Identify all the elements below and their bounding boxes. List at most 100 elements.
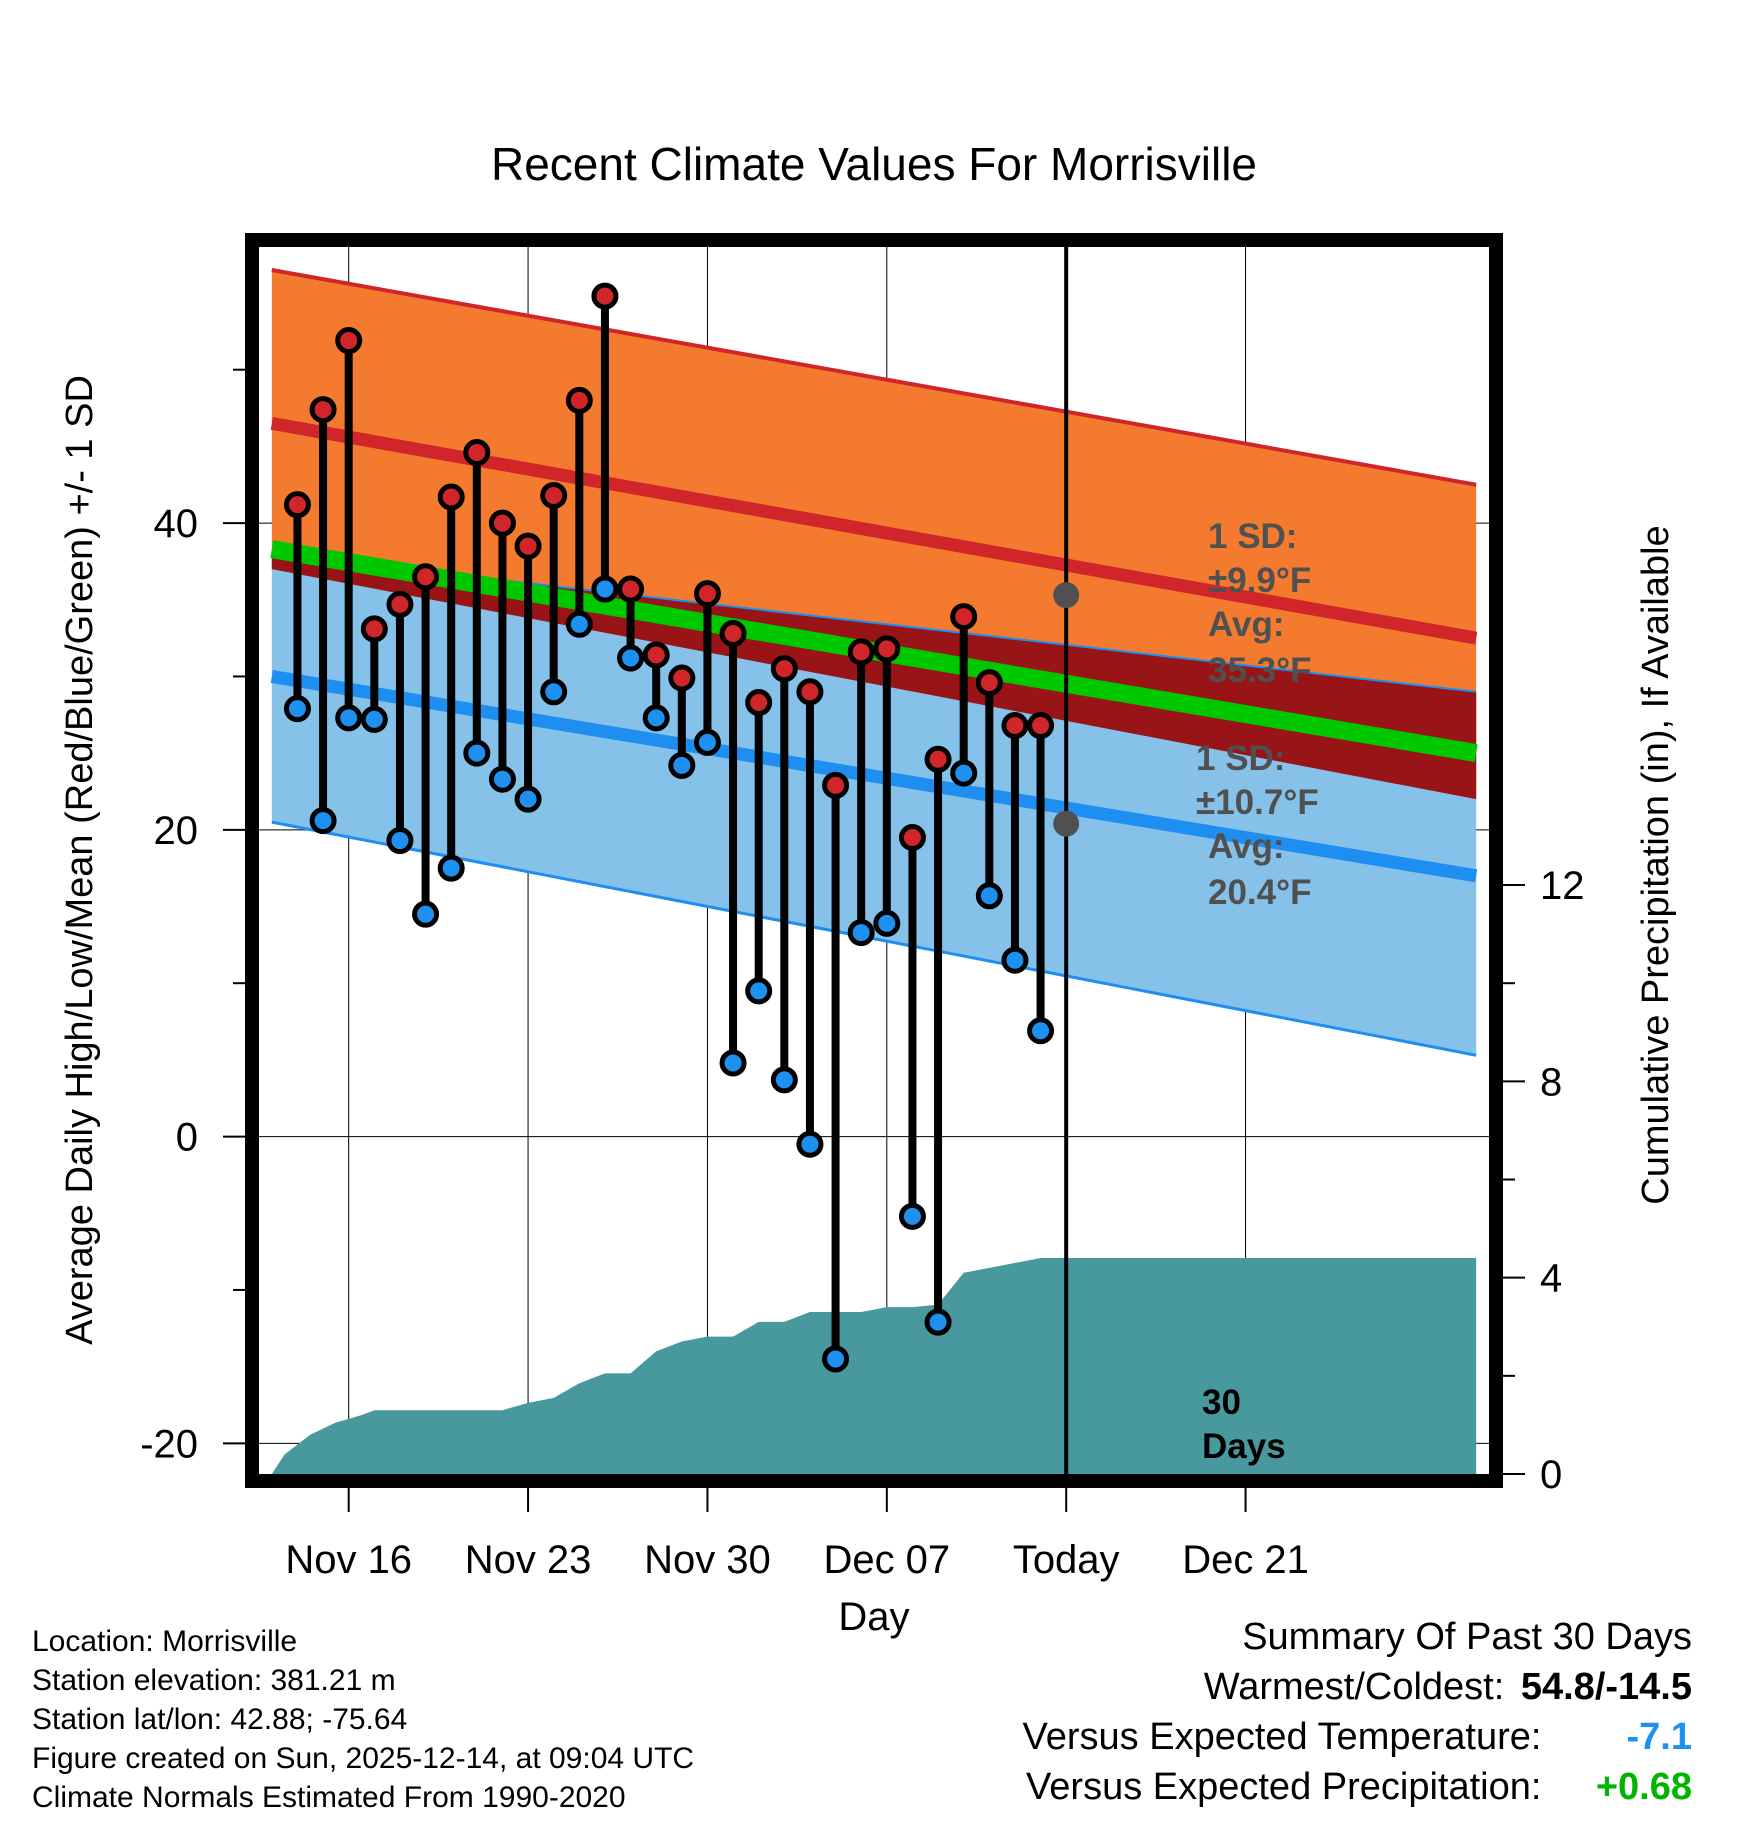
days-word: Days <box>1202 1427 1286 1466</box>
normals-text: Climate Normals Estimated From 1990-2020 <box>32 1781 626 1814</box>
low-dot <box>642 704 670 732</box>
x-tick-label: Nov 23 <box>465 1538 592 1582</box>
y-tick-label: 40 <box>154 502 199 546</box>
high-dot <box>309 396 337 424</box>
low-dot <box>437 854 465 882</box>
elevation-text: Station elevation: 381.21 m <box>32 1664 396 1697</box>
low-dot <box>488 765 516 793</box>
low-dot <box>591 575 619 603</box>
y2-tick-labels: 0 4 8 12 <box>1540 864 1585 1497</box>
high-dot <box>540 481 568 509</box>
high-avg-point <box>1053 582 1080 609</box>
low-dot <box>412 900 440 928</box>
y2-axis-label: Cumulative Precipitation (in), If Availa… <box>1635 525 1677 1204</box>
low-dot <box>693 728 721 756</box>
chart-title: Recent Climate Values For Morrisville <box>491 138 1257 190</box>
x-tick-label: Dec 21 <box>1182 1538 1309 1582</box>
low-dot <box>386 827 414 855</box>
low-avg-value: 20.4°F <box>1208 873 1312 912</box>
low-dot <box>719 1049 747 1077</box>
high-dot <box>796 678 824 706</box>
x-tick-labels: Nov 16 Nov 23 Nov 30 Dec 07 Today Dec 21 <box>285 1538 1309 1582</box>
high-dot <box>591 282 619 310</box>
high-dot <box>412 563 440 591</box>
low-mean-line <box>270 670 1478 883</box>
warm-cold-row: Warmest/Coldest: 54.8/-14.5 <box>1023 1662 1692 1712</box>
latlon-text: Station lat/lon: 42.88; -75.64 <box>32 1703 408 1736</box>
low-dot <box>283 695 311 723</box>
precipitation-area <box>271 1258 1477 1474</box>
precip-label: Versus Expected Precipitation: <box>1026 1766 1542 1808</box>
low-lower-line <box>271 820 1477 1057</box>
x-tick-label: Nov 30 <box>644 1538 771 1582</box>
low-dot <box>617 644 645 672</box>
low-dot <box>950 759 978 787</box>
today-annotations: 1 SD: ±9.9°F Avg: 35.3°F 1 SD: ±10.7°F A… <box>1196 517 1319 1466</box>
y-axis-label: Average Daily High/Low/Mean (Red/Blue/Gr… <box>59 375 101 1345</box>
y2-tick-label: 0 <box>1540 1453 1562 1497</box>
high-dot <box>1027 712 1055 740</box>
y-tick-label: 20 <box>154 809 199 853</box>
low-dot <box>360 705 388 733</box>
daily-dots <box>283 282 1055 1373</box>
high-dot <box>873 635 901 663</box>
low-dot <box>1001 946 1029 974</box>
high-dot <box>898 823 926 851</box>
x-tick-label: Today <box>1013 1538 1120 1582</box>
high-sd-value: ±9.9°F <box>1208 561 1311 600</box>
high-sd-label: 1 SD: <box>1208 517 1297 556</box>
low-dot <box>745 977 773 1005</box>
y2-tick-label: 4 <box>1540 1257 1562 1301</box>
summary-title: Summary Of Past 30 Days <box>1242 1616 1692 1658</box>
location-text: Location: Morrisville <box>32 1625 298 1658</box>
high-dot <box>950 603 978 631</box>
y-tick-label: -20 <box>140 1422 198 1466</box>
low-avg-label: Avg: <box>1208 827 1284 866</box>
x-tick-label: Dec 07 <box>823 1538 950 1582</box>
low-dot <box>822 1345 850 1373</box>
temp-row: Versus Expected Temperature: -7.1 <box>1023 1712 1692 1762</box>
high-dot <box>463 439 491 467</box>
high-dot <box>617 575 645 603</box>
high-dot <box>642 641 670 669</box>
low-dot <box>463 739 491 767</box>
low-dot <box>770 1066 798 1094</box>
axis-ticks <box>223 368 1525 1512</box>
low-dot <box>565 610 593 638</box>
low-dot <box>924 1308 952 1336</box>
station-info: Location: Morrisville Station elevation:… <box>32 1622 694 1817</box>
precip-polygon <box>271 1258 1477 1474</box>
high-dot <box>283 491 311 519</box>
high-dot <box>386 590 414 618</box>
x-tick-label: Nov 16 <box>285 1538 412 1582</box>
high-upper-line <box>271 268 1477 487</box>
y2-tick-label: 12 <box>1540 864 1585 908</box>
low-dot <box>847 919 875 947</box>
low-dot <box>873 909 901 937</box>
high-dot <box>514 532 542 560</box>
low-dot <box>975 882 1003 910</box>
warm-cold-label: Warmest/Coldest: <box>1203 1666 1505 1708</box>
high-avg-label: Avg: <box>1208 605 1284 644</box>
y-tick-labels: -20 0 20 40 <box>140 502 198 1466</box>
high-dot <box>437 483 465 511</box>
temp-label: Versus Expected Temperature: <box>1022 1716 1542 1758</box>
high-dot <box>924 745 952 773</box>
low-dot <box>668 751 696 779</box>
high-dot <box>822 771 850 799</box>
days-count: 30 <box>1202 1383 1241 1422</box>
warm-cold-value: 54.8/-14.5 <box>1520 1666 1692 1708</box>
summary-panel: Summary Of Past 30 Days Warmest/Coldest:… <box>1023 1612 1692 1812</box>
y-tick-label: 0 <box>176 1116 198 1160</box>
high-dot <box>770 655 798 683</box>
low-sd-label: 1 SD: <box>1196 739 1285 778</box>
high-dot <box>745 689 773 717</box>
high-dot <box>975 669 1003 697</box>
low-dot <box>540 678 568 706</box>
low-dot <box>1027 1017 1055 1045</box>
low-sd-value: ±10.7°F <box>1196 783 1319 822</box>
low-dot <box>796 1130 824 1158</box>
x-axis-label: Day <box>838 1595 909 1639</box>
low-dot <box>309 807 337 835</box>
